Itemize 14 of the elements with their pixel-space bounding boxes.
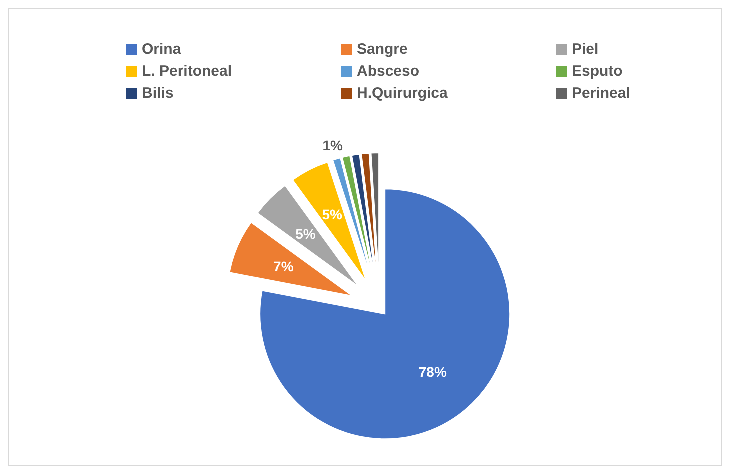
legend-label: L. Peritoneal <box>142 63 232 80</box>
legend-label: H.Quirurgica <box>357 85 449 102</box>
legend-label: Sangre <box>357 41 408 58</box>
data-label: 5% <box>322 206 343 222</box>
data-label: 7% <box>274 258 294 274</box>
legend-label: Orina <box>142 41 182 58</box>
data-label: 78% <box>418 364 448 380</box>
data-label: 1% <box>322 138 344 154</box>
legend-label: Piel <box>572 41 599 58</box>
legend-label: Perineal <box>572 85 630 102</box>
legend-label: Esputo <box>572 63 623 80</box>
legend-label: Absceso <box>357 63 420 80</box>
legend-label: Bilis <box>142 85 174 102</box>
data-label: 5% <box>296 226 316 242</box>
